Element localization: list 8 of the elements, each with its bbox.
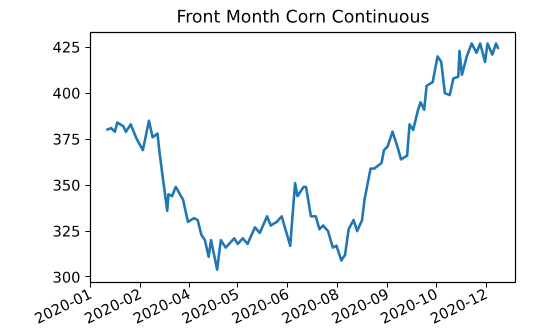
y-tick-label: 375	[52, 132, 81, 149]
y-tick-label: 400	[52, 86, 81, 103]
chart-title: Front Month Corn Continuous	[176, 8, 430, 28]
y-tick-label: 350	[52, 178, 81, 195]
y-tick-label: 425	[52, 40, 81, 57]
line-series	[105, 42, 500, 271]
y-tick-label: 300	[52, 269, 81, 286]
y-tick-label: 325	[52, 224, 81, 241]
